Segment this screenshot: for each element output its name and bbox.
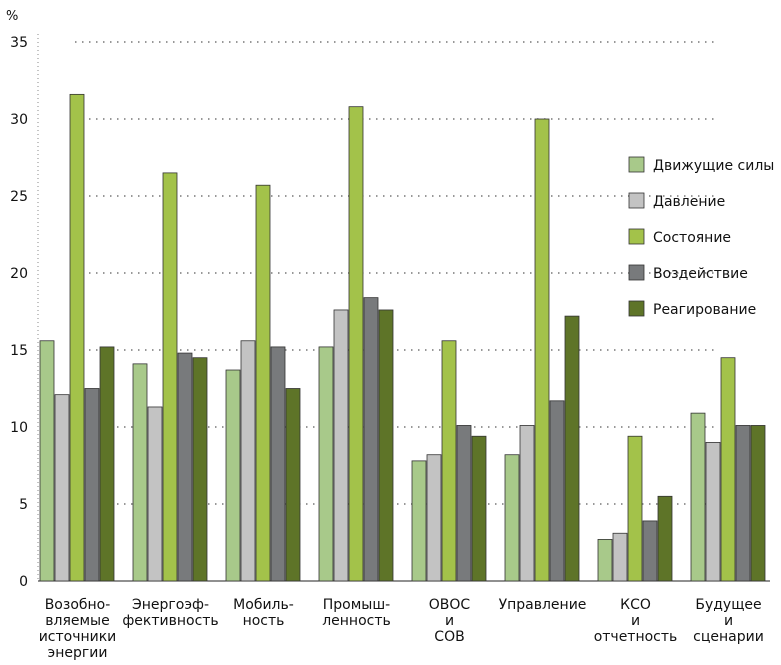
y-tick-label: 20 <box>10 266 28 282</box>
legend-swatch <box>628 228 645 245</box>
y-tick-label: 0 <box>19 574 28 590</box>
bar <box>363 297 379 582</box>
category-label: Промыш-ленность <box>322 597 391 629</box>
bar <box>750 425 766 582</box>
bar <box>627 435 643 582</box>
bar <box>519 425 535 582</box>
bar <box>333 309 349 582</box>
bar <box>504 454 520 582</box>
bar <box>378 309 394 582</box>
category-label: Мобиль-ность <box>233 597 294 629</box>
legend-swatch <box>628 264 645 281</box>
bar <box>240 340 256 582</box>
y-tick-label: 10 <box>10 420 28 436</box>
y-tick-label: 35 <box>10 35 28 51</box>
bar <box>534 118 550 582</box>
bar <box>549 400 565 582</box>
legend-label: Воздействие <box>653 266 748 282</box>
bar <box>225 369 241 582</box>
y-tick-labels: 0 5 10 15 20 25 30 35 <box>10 35 28 590</box>
bar <box>270 346 286 582</box>
category-label: ОВОС и СОВ <box>429 597 471 645</box>
y-tick-label: 30 <box>10 112 28 128</box>
y-tick-label: 15 <box>10 343 28 359</box>
category-label: КСО и отчетность <box>594 597 678 645</box>
category-labels: Возобно-вляемые источники энергииЭнергоэф-… <box>39 597 764 661</box>
bar <box>192 357 208 582</box>
legend-label: Реагирование <box>653 302 756 318</box>
bar <box>456 425 472 582</box>
bar <box>255 184 271 582</box>
bar <box>597 539 613 582</box>
bar <box>147 406 163 582</box>
category-label: Будущее и сценарии <box>693 597 764 645</box>
bar <box>348 106 364 582</box>
legend-label: Движущие силы <box>653 158 774 174</box>
bar <box>69 93 85 582</box>
legend-swatch <box>628 300 645 317</box>
legend-swatch <box>628 192 645 209</box>
bar <box>177 352 193 582</box>
bar <box>612 532 628 582</box>
bar <box>285 388 301 582</box>
bar <box>411 460 427 582</box>
bar <box>642 520 658 582</box>
bar <box>132 363 148 582</box>
bars <box>39 93 766 582</box>
bar <box>441 340 457 582</box>
y-tick-label: 25 <box>10 189 28 205</box>
bar <box>735 425 751 582</box>
bar <box>426 454 442 582</box>
bar <box>84 388 100 582</box>
legend-swatch <box>628 156 645 173</box>
bar <box>471 435 487 582</box>
bar <box>318 346 334 582</box>
bar <box>39 340 55 582</box>
category-label: Энергоэф-фективность <box>122 597 218 629</box>
legend-label: Состояние <box>653 230 731 246</box>
bar <box>690 412 706 582</box>
bar <box>564 315 580 582</box>
bar <box>720 357 736 582</box>
bar <box>54 394 70 582</box>
bar <box>99 346 115 582</box>
bar <box>705 441 721 582</box>
bar <box>162 172 178 582</box>
category-label: Управление <box>499 597 587 613</box>
legend: Движущие силы Давление Состояние Воздействи… <box>628 156 774 318</box>
bar <box>657 495 673 582</box>
legend-label: Давление <box>653 194 725 210</box>
category-label: Возобно-вляемые источники энергии <box>39 597 117 661</box>
y-axis-unit: % <box>6 9 18 24</box>
y-tick-label: 5 <box>19 497 28 513</box>
